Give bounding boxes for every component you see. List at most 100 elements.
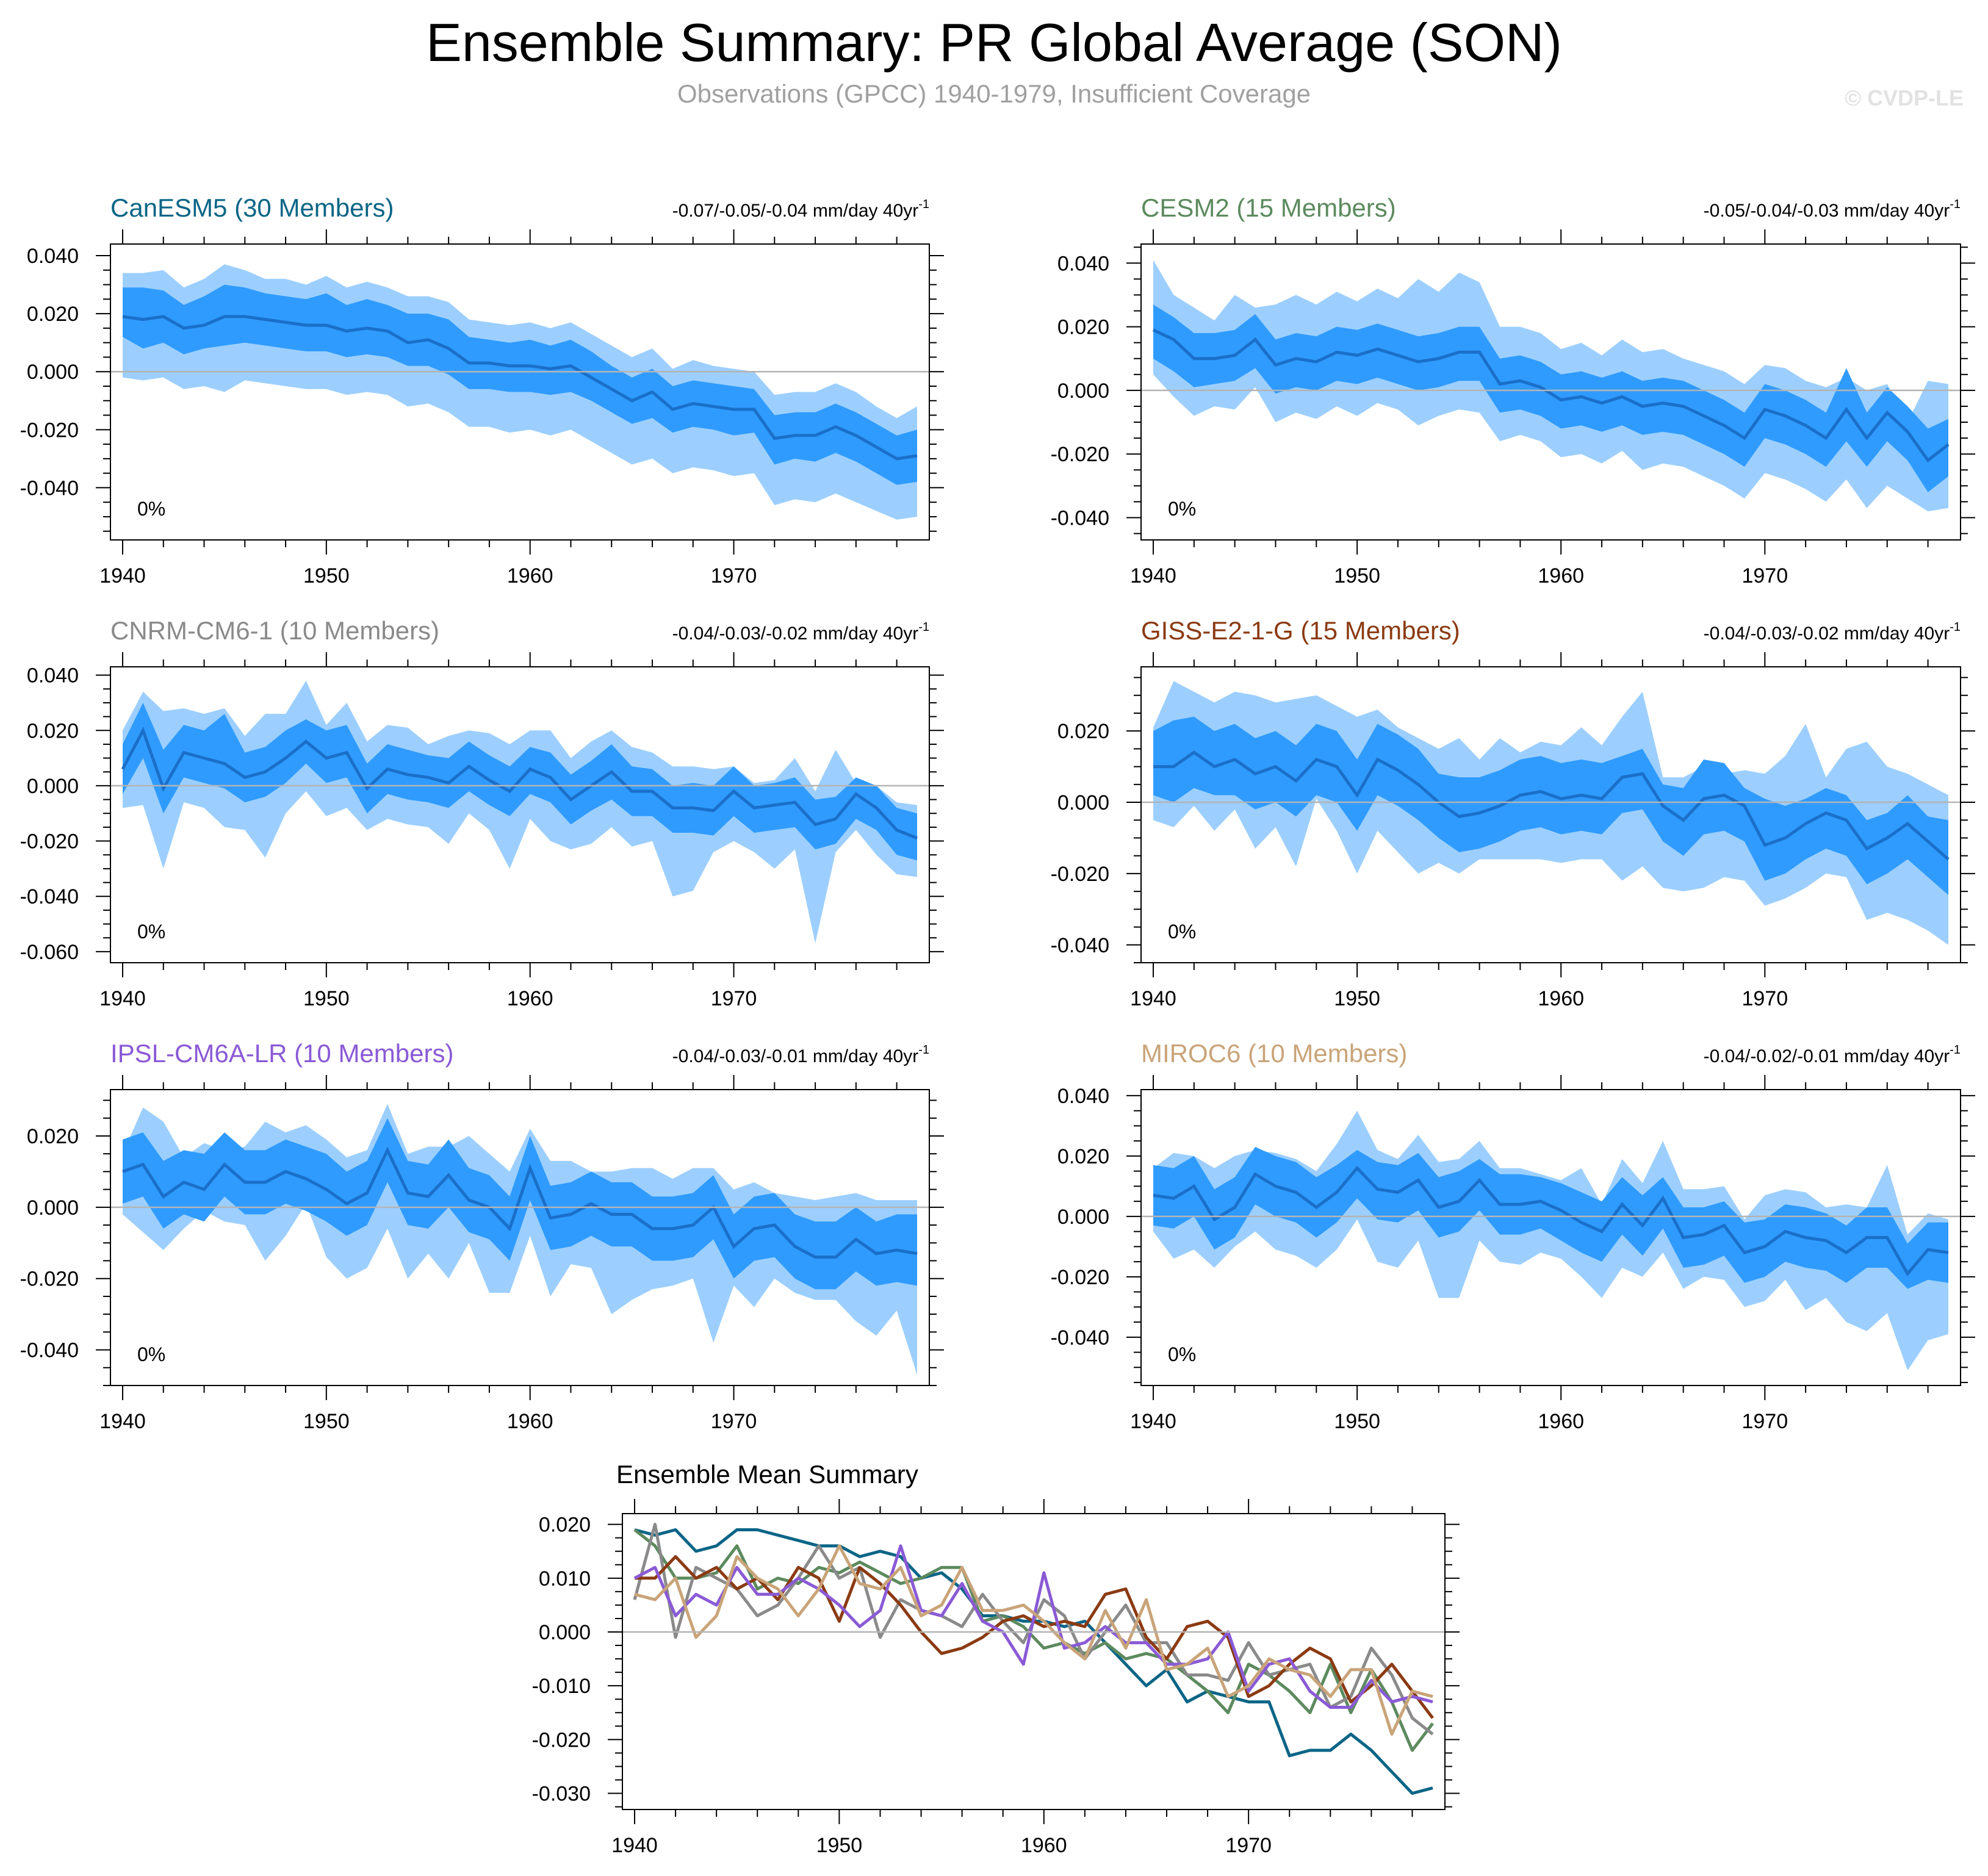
summary-line-canesm5 — [634, 1528, 1433, 1795]
x-tick-label: 1950 — [816, 1834, 863, 1857]
y-tick-label: -0.020 — [1051, 863, 1109, 886]
trend-exponent: -1 — [1950, 620, 1961, 634]
y-tick-label: 0.000 — [1057, 379, 1109, 403]
x-tick-label: 1950 — [1334, 564, 1380, 588]
trend-value: -0.04/-0.03/-0.02 mm/day 40yr — [672, 624, 919, 644]
trend-value: -0.07/-0.05/-0.04 mm/day 40yr — [672, 201, 919, 221]
panel-ensemble-mean-summary: 1940 1950 1960 1970 0.020 0.010 0.000 -0.010 -0.… — [532, 1460, 1460, 1857]
x-tick-label: 1960 — [507, 1410, 553, 1433]
trend-label: -0.04/-0.03/-0.01 mm/day 40yr-1 — [672, 1043, 929, 1066]
y-tick-label: 0.020 — [1057, 316, 1109, 339]
x-tick-label: 1960 — [1538, 564, 1584, 588]
y-tick-label: -0.020 — [1051, 443, 1109, 466]
percent-label: 0% — [1168, 498, 1196, 520]
percent-label: 0% — [137, 1343, 165, 1365]
trend-label: -0.04/-0.02/-0.01 mm/day 40yr-1 — [1704, 1043, 1961, 1066]
y-tick-label: -0.010 — [532, 1675, 591, 1698]
x-tick-label: 1960 — [1538, 1410, 1584, 1433]
panel-title: MIROC6 (10 Members) — [1141, 1039, 1407, 1068]
y-tick-label: 0.000 — [1057, 791, 1109, 814]
panel-cesm2: 1940 1950 1960 1970 0.040 0.020 0.000 -0.020 -0.… — [1051, 193, 1975, 588]
summary-title: Ensemble Mean Summary — [616, 1460, 918, 1489]
x-tick-label: 1960 — [1021, 1834, 1067, 1857]
y-tick-label: -0.040 — [1051, 506, 1109, 530]
x-tick-label: 1940 — [1130, 987, 1176, 1010]
y-tick-label: -0.020 — [20, 419, 79, 442]
panel-title: IPSL-CM6A-LR (10 Members) — [110, 1039, 453, 1068]
credit-watermark: © CVDP-LE — [1845, 85, 1964, 110]
y-tick-label: 0.020 — [539, 1514, 591, 1537]
trend-label: -0.05/-0.04/-0.03 mm/day 40yr-1 — [1704, 198, 1961, 221]
x-tick-label: 1950 — [1334, 1410, 1380, 1433]
y-tick-label: -0.020 — [532, 1728, 591, 1752]
y-tick-label: 0.010 — [539, 1567, 591, 1590]
x-tick-label: 1960 — [507, 564, 553, 588]
plot-frame — [110, 243, 930, 541]
summary-line-ipsl-cm6a-lr — [633, 1544, 1433, 1709]
x-tick-label: 1950 — [303, 564, 350, 588]
ensemble-mean-line — [1153, 1165, 1949, 1277]
y-tick-label: -0.060 — [20, 941, 79, 964]
summary-line-miroc6 — [634, 1544, 1433, 1736]
trend-exponent: -1 — [918, 620, 929, 634]
y-tick-label: 0.020 — [27, 1125, 79, 1148]
x-tick-label: 1970 — [711, 987, 757, 1010]
trend-label: -0.04/-0.03/-0.02 mm/day 40yr-1 — [672, 620, 929, 644]
y-tick-label: -0.040 — [1051, 1326, 1109, 1349]
panel-title: CNRM-CM6-1 (10 Members) — [110, 616, 439, 645]
y-tick-label: 0.040 — [1057, 1085, 1109, 1108]
trend-exponent: -1 — [1950, 1043, 1961, 1057]
plot-frame — [622, 1513, 1446, 1810]
x-tick-label: 1940 — [99, 1410, 146, 1433]
panel-title: GISS-E2-1-G (15 Members) — [1141, 616, 1460, 645]
inner-spread-band — [123, 1118, 917, 1290]
x-tick-label: 1940 — [99, 987, 146, 1010]
percent-label: 0% — [1168, 1343, 1196, 1365]
percent-label: 0% — [137, 921, 165, 943]
y-tick-label: -0.020 — [1051, 1266, 1109, 1289]
ensemble-mean-line — [122, 1146, 918, 1259]
y-tick-label: -0.020 — [20, 1268, 79, 1291]
y-tick-label: 0.000 — [539, 1621, 591, 1644]
trend-label: -0.04/-0.03/-0.02 mm/day 40yr-1 — [1704, 620, 1961, 644]
percent-label: 0% — [1168, 921, 1196, 943]
ensemble-mean-line — [121, 727, 918, 840]
x-tick-label: 1970 — [1741, 987, 1788, 1010]
x-tick-label: 1950 — [1334, 987, 1380, 1010]
y-tick-label: 0.040 — [27, 245, 79, 268]
y-tick-label: 0.020 — [1057, 720, 1109, 743]
trend-value: -0.04/-0.03/-0.02 mm/day 40yr — [1704, 624, 1950, 644]
plot-frame — [110, 666, 930, 963]
ensemble-mean-line — [1152, 328, 1950, 463]
y-tick-label: 0.000 — [27, 1196, 79, 1220]
x-tick-label: 1960 — [1538, 987, 1584, 1010]
y-tick-label: 0.000 — [27, 775, 79, 798]
y-tick-label: -0.040 — [20, 885, 79, 908]
trend-value: -0.05/-0.04/-0.03 mm/day 40yr — [1704, 201, 1950, 221]
inner-spread-band — [1153, 304, 1948, 492]
y-tick-label: -0.040 — [20, 476, 79, 500]
x-tick-label: 1970 — [1741, 564, 1788, 588]
x-tick-label: 1970 — [711, 1410, 757, 1433]
summary-line-cesm2 — [633, 1528, 1434, 1752]
plot-frame — [110, 1089, 930, 1386]
y-tick-label: -0.040 — [1051, 934, 1109, 957]
x-tick-label: 1950 — [303, 987, 350, 1010]
x-tick-label: 1950 — [303, 1410, 350, 1433]
plot-frame — [1140, 666, 1961, 963]
trend-exponent: -1 — [1950, 198, 1961, 211]
x-tick-label: 1970 — [1225, 1834, 1272, 1857]
trend-exponent: -1 — [918, 1043, 929, 1057]
x-tick-label: 1970 — [711, 564, 757, 588]
x-tick-label: 1940 — [99, 564, 146, 588]
y-tick-label: 0.000 — [27, 361, 79, 384]
plot-frame — [1140, 1089, 1961, 1386]
panel-cnrm-cm6-1: 1940 1950 1960 1970 0.040 0.020 0.000 -0.020 -0.… — [20, 616, 944, 1010]
y-tick-label: -0.030 — [532, 1783, 591, 1806]
panel-ipsl-cm6a-lr: 1940 1950 1960 1970 0.020 0.000 -0.020 -0.040 IP… — [20, 1039, 944, 1433]
percent-label: 0% — [137, 498, 165, 520]
panel-title: CanESM5 (30 Members) — [110, 193, 394, 222]
y-tick-label: 0.000 — [1057, 1206, 1109, 1229]
ensemble-mean-line — [122, 315, 918, 461]
